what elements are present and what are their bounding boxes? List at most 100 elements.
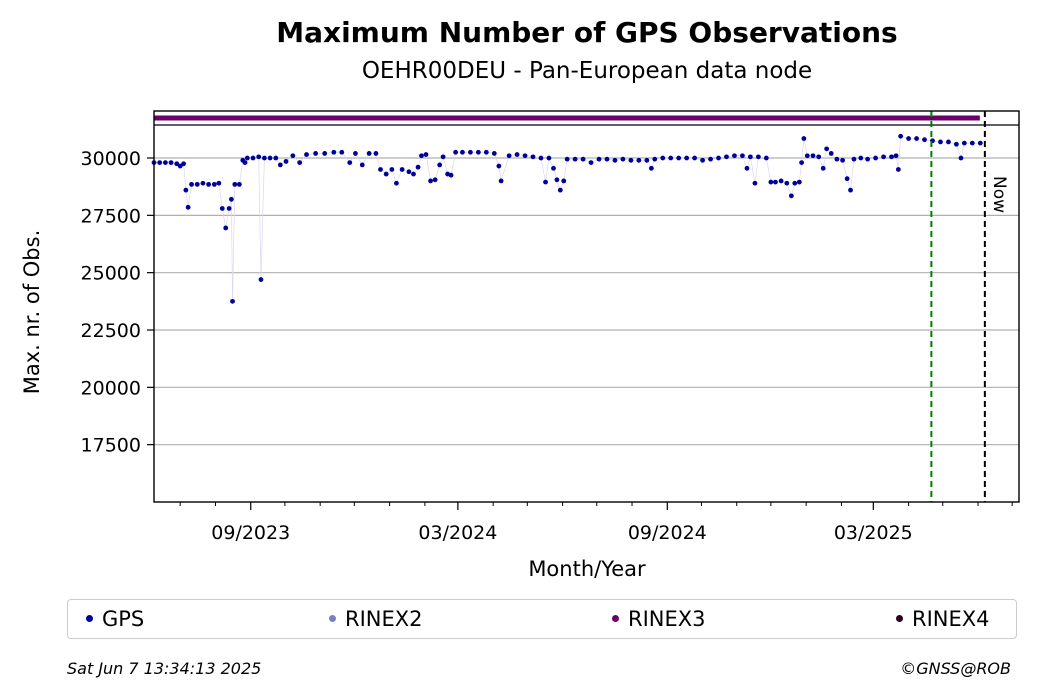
- gps-point: [411, 171, 416, 177]
- gps-point: [250, 155, 256, 161]
- x-tick-label: 09/2023: [211, 522, 290, 544]
- gps-point: [168, 160, 174, 165]
- gps-point: [858, 155, 864, 161]
- plot-frame: [153, 110, 1020, 503]
- gps-point: [799, 160, 805, 165]
- gps-point: [453, 149, 459, 155]
- gps-point: [415, 164, 421, 170]
- legend-label-rinex4: RINEX4: [912, 607, 990, 631]
- gps-point: [236, 181, 242, 187]
- gps-connector: [258, 156, 262, 280]
- gps-point: [557, 187, 563, 193]
- gps-point: [359, 162, 365, 168]
- gps-point: [684, 155, 690, 161]
- gps-point: [564, 156, 570, 162]
- y-tick-label: 25000: [81, 263, 141, 285]
- legend-item-rinex2: RINEX2: [329, 607, 423, 631]
- gps-point: [596, 156, 602, 162]
- gps-point: [185, 204, 191, 210]
- legend-item-rinex3: RINEX3: [612, 607, 706, 631]
- gps-point: [428, 178, 433, 184]
- gps-point: [628, 157, 634, 163]
- gps-point: [848, 187, 853, 193]
- gps-point: [773, 179, 778, 185]
- gps-point: [440, 154, 446, 160]
- gps-point: [834, 156, 840, 162]
- gps-point: [232, 181, 238, 187]
- gps-point: [716, 155, 721, 161]
- legend-marker-rinex3: [612, 614, 619, 622]
- gps-point: [223, 225, 229, 231]
- gps-point: [796, 179, 802, 185]
- gps-point: [898, 133, 904, 139]
- gps-point: [954, 141, 959, 147]
- legend-label-gps: GPS: [102, 607, 145, 631]
- legend-marker-rinex4: [896, 614, 903, 622]
- gps-connector: [801, 138, 805, 163]
- legend-marker-rinex2: [329, 614, 336, 622]
- legend-item-gps: GPS: [86, 607, 144, 631]
- legend-label-rinex3: RINEX3: [628, 607, 706, 631]
- gps-point: [824, 146, 830, 152]
- y-tick-label: 30000: [81, 148, 141, 170]
- gps-point: [881, 154, 886, 160]
- gps-point: [496, 163, 502, 169]
- gps-point: [660, 155, 666, 161]
- gps-connector: [221, 208, 227, 229]
- gps-point: [914, 136, 919, 141]
- gps-point: [366, 151, 372, 156]
- gps-point: [668, 155, 674, 161]
- gps-connector: [185, 190, 189, 208]
- gps-point: [692, 155, 698, 161]
- gps-point: [256, 154, 262, 160]
- footer-copyright: ©GNSS@ROB: [900, 659, 1011, 678]
- gps-point: [506, 153, 512, 159]
- gps-point: [893, 153, 899, 159]
- gps-point: [961, 140, 967, 146]
- gps-point: [331, 149, 337, 155]
- gps-point: [676, 155, 682, 161]
- gps-point: [183, 187, 189, 193]
- gps-point: [561, 178, 567, 184]
- gps-point: [538, 155, 544, 161]
- gps-point: [922, 137, 927, 143]
- gps-connector: [218, 183, 223, 209]
- gps-point: [801, 136, 807, 141]
- gps-connector: [450, 152, 456, 176]
- gps-point: [755, 154, 761, 160]
- gps-point: [784, 180, 790, 186]
- gps-point: [810, 153, 816, 159]
- chart-subtitle: OEHR00DEU - Pan-European data node: [361, 58, 813, 84]
- gps-connector: [754, 156, 759, 184]
- gps-connector: [260, 158, 265, 280]
- gps-point: [554, 177, 560, 183]
- gps-point: [514, 152, 520, 157]
- gps-connector: [750, 156, 756, 184]
- gps-point: [740, 153, 745, 159]
- gps-point: [460, 149, 465, 155]
- gps-point: [423, 152, 429, 157]
- gps-connector: [822, 148, 827, 169]
- gps-point: [498, 178, 504, 184]
- gps-point: [708, 156, 713, 162]
- gps-point: [977, 140, 983, 146]
- gps-connector: [231, 199, 233, 302]
- legend-label-rinex2: RINEX2: [345, 607, 423, 631]
- gps-connector: [498, 165, 502, 181]
- gps-point: [347, 160, 353, 165]
- gps-point: [304, 152, 309, 157]
- gps-point: [543, 179, 548, 185]
- gps-point: [816, 154, 822, 160]
- gps-point: [483, 149, 489, 155]
- x-tick-label: 03/2025: [834, 522, 913, 544]
- gps-point: [432, 177, 438, 183]
- gps-point: [612, 157, 618, 163]
- gps-connector: [232, 184, 236, 302]
- gps-point: [219, 206, 225, 211]
- gps-point: [244, 155, 250, 161]
- gps-connector: [425, 154, 431, 182]
- gps-connector: [391, 169, 397, 184]
- gps-point: [580, 156, 586, 162]
- gps-connector: [960, 143, 965, 159]
- gps-point: [840, 157, 845, 163]
